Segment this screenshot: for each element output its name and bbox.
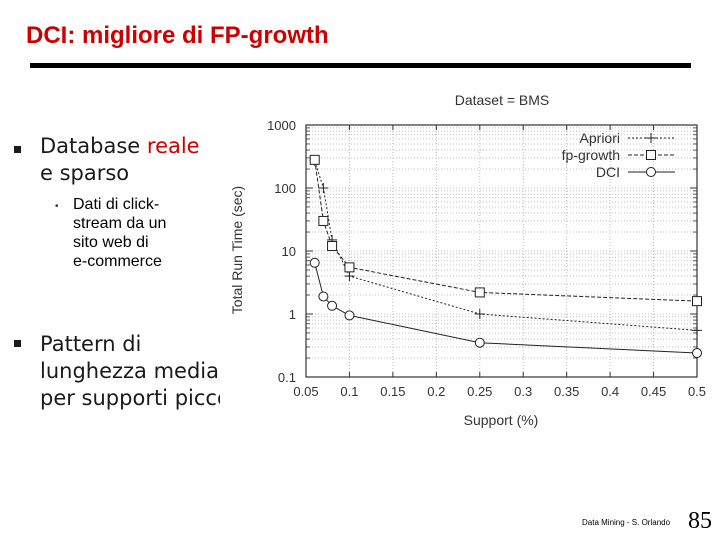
legend-label-fp-growth: fp-growth xyxy=(562,147,620,163)
dci-point xyxy=(474,337,485,348)
apriori-point xyxy=(646,133,656,143)
plot-frame xyxy=(305,124,698,378)
dci-line xyxy=(314,262,698,354)
fp-growth-point xyxy=(327,241,338,252)
bullet-database-highlight: reale xyxy=(146,134,200,158)
page-number: 85 xyxy=(688,508,712,534)
sub-bullet-clickstream: Dati di click- stream da un sito web di … xyxy=(73,195,166,271)
apriori-point xyxy=(692,325,702,336)
apriori-point xyxy=(318,183,329,193)
chart-x-axis-label: Support (%) xyxy=(464,412,539,428)
x-tick-label: 0.25 xyxy=(467,384,492,399)
y-tick-label: 0.1 xyxy=(278,370,296,385)
fp-growth-line xyxy=(314,159,698,302)
fp-growth-point xyxy=(318,215,329,226)
apriori-point xyxy=(344,271,355,282)
bullet-pattern-line: lunghezza media xyxy=(40,359,220,383)
bullet-marker xyxy=(14,146,21,153)
fp-growth-point xyxy=(344,262,355,273)
dci-point xyxy=(344,310,355,321)
y-tick-label: 1 xyxy=(289,307,296,322)
run-time-chart: 0.05 0.1 0.15 0.2 0.25 0.3 0.35 0.4 0.45 0.50.111… xyxy=(220,82,715,437)
legend-label-apriori: Apriori xyxy=(580,130,620,146)
bullet-database-text-c: e sparso xyxy=(40,161,130,185)
x-tick-label: 0.15 xyxy=(380,384,405,399)
x-tick-label: 0.45 xyxy=(641,384,666,399)
legend-label-dci: DCI xyxy=(596,164,620,180)
sub-bullet-line: Dati di click- xyxy=(73,196,160,213)
footer-author: Data Mining - S. Orlando xyxy=(582,518,671,527)
x-tick-label: 0.35 xyxy=(554,384,579,399)
x-tick-label: 0.5 xyxy=(688,384,706,399)
dci-point xyxy=(318,291,329,302)
fp-growth-point xyxy=(309,154,320,165)
sub-bullet-line: stream da un xyxy=(73,215,167,232)
chart-y-axis-label: Total Run Time (sec) xyxy=(229,186,245,314)
dci-point xyxy=(646,167,656,177)
bullet-pattern-line: per supporti picco xyxy=(40,386,230,410)
x-tick-label: 0.1 xyxy=(340,384,358,399)
fp-growth-point xyxy=(474,287,485,298)
x-tick-label: 0.4 xyxy=(601,384,619,399)
x-tick-label: 0.3 xyxy=(514,384,532,399)
title-divider xyxy=(30,63,691,68)
bullet-pattern-line: Pattern di xyxy=(40,332,142,356)
chart-title: Dataset = BMS xyxy=(455,92,550,108)
fp-growth-point xyxy=(646,150,656,160)
sub-bullet-line: sito web di xyxy=(73,234,149,251)
dci-point xyxy=(327,300,338,311)
bullet-database: Database reale e sparso xyxy=(40,133,200,187)
sub-bullet-line: e-commerce xyxy=(73,253,162,270)
apriori-line xyxy=(314,160,698,331)
slide-title: DCI: migliore di FP-growth xyxy=(26,22,329,49)
y-tick-label: 100 xyxy=(274,181,296,196)
fp-growth-point xyxy=(692,296,702,307)
dci-point xyxy=(309,257,320,268)
y-tick-label: 10 xyxy=(282,244,296,259)
y-tick-label: 1000 xyxy=(267,118,296,133)
x-tick-label: 0.05 xyxy=(293,384,318,399)
dci-point xyxy=(692,348,702,359)
bullet-pattern: Pattern di lunghezza media per supporti … xyxy=(40,331,230,412)
sub-bullet-marker: • xyxy=(55,201,59,212)
bullet-marker xyxy=(14,340,21,347)
x-tick-label: 0.2 xyxy=(427,384,445,399)
bullet-database-text-a: Database xyxy=(40,134,147,158)
apriori-point xyxy=(474,309,485,319)
